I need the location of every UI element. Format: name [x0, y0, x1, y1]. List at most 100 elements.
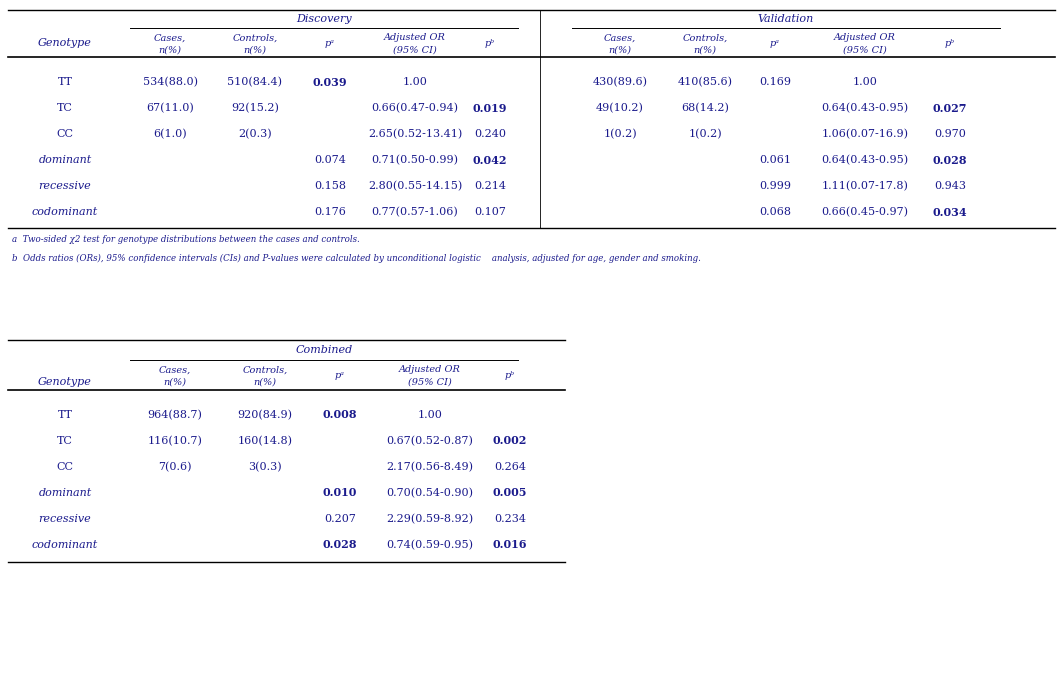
- Text: Genotype: Genotype: [38, 377, 91, 387]
- Text: b  Odds ratios (ORs), 95% confidence intervals (CIs) and P-values were calculate: b Odds ratios (ORs), 95% confidence inte…: [12, 253, 701, 263]
- Text: n(%): n(%): [693, 46, 716, 54]
- Text: 410(85.6): 410(85.6): [677, 77, 732, 87]
- Text: TC: TC: [57, 436, 73, 446]
- Text: 1.00: 1.00: [403, 77, 427, 87]
- Text: TC: TC: [57, 103, 73, 113]
- Text: 68(14.2): 68(14.2): [681, 103, 729, 113]
- Text: 0.019: 0.019: [473, 103, 507, 114]
- Text: 0.028: 0.028: [932, 155, 967, 165]
- Text: 0.008: 0.008: [323, 409, 357, 420]
- Text: Controls,: Controls,: [242, 366, 288, 375]
- Text: codominant: codominant: [32, 540, 98, 550]
- Text: Adjusted OR: Adjusted OR: [399, 366, 461, 375]
- Text: 0.028: 0.028: [323, 539, 357, 550]
- Text: 0.71(0.50-0.99): 0.71(0.50-0.99): [371, 155, 458, 165]
- Text: recessive: recessive: [38, 514, 91, 524]
- Text: Cases,: Cases,: [154, 33, 186, 42]
- Text: 0.64(0.43-0.95): 0.64(0.43-0.95): [822, 103, 909, 113]
- Text: n(%): n(%): [243, 46, 267, 54]
- Text: 0.039: 0.039: [313, 76, 348, 87]
- Text: Controls,: Controls,: [233, 33, 277, 42]
- Text: 0.264: 0.264: [494, 462, 526, 472]
- Text: TT: TT: [57, 410, 72, 420]
- Text: 0.061: 0.061: [759, 155, 791, 165]
- Text: 0.027: 0.027: [932, 103, 967, 114]
- Text: 160(14.8): 160(14.8): [237, 436, 292, 446]
- Text: TT: TT: [57, 77, 72, 87]
- Text: 0.970: 0.970: [934, 129, 966, 139]
- Text: 67(11.0): 67(11.0): [146, 103, 193, 113]
- Text: 0.240: 0.240: [474, 129, 506, 139]
- Text: 0.158: 0.158: [314, 181, 345, 191]
- Text: 920(84.9): 920(84.9): [237, 410, 292, 420]
- Text: pᵃ: pᵃ: [770, 39, 780, 48]
- Text: pᵇ: pᵇ: [505, 372, 516, 381]
- Text: 0.67(0.52-0.87): 0.67(0.52-0.87): [387, 436, 473, 446]
- Text: 1(0.2): 1(0.2): [688, 129, 722, 139]
- Text: Adjusted OR: Adjusted OR: [834, 33, 896, 42]
- Text: 1.06(0.07-16.9): 1.06(0.07-16.9): [822, 129, 909, 139]
- Text: 3(0.3): 3(0.3): [248, 462, 282, 472]
- Text: 2.80(0.55-14.15): 2.80(0.55-14.15): [368, 181, 462, 191]
- Text: 0.169: 0.169: [759, 77, 791, 87]
- Text: n(%): n(%): [253, 377, 276, 387]
- Text: dominant: dominant: [38, 155, 91, 165]
- Text: Adjusted OR: Adjusted OR: [384, 33, 446, 42]
- Text: 0.64(0.43-0.95): 0.64(0.43-0.95): [822, 155, 909, 165]
- Text: 430(89.6): 430(89.6): [592, 77, 647, 87]
- Text: pᵃ: pᵃ: [325, 39, 335, 48]
- Text: 6(1.0): 6(1.0): [153, 129, 187, 139]
- Text: pᵃ: pᵃ: [335, 372, 344, 381]
- Text: 964(88.7): 964(88.7): [148, 410, 202, 420]
- Text: 0.66(0.47-0.94): 0.66(0.47-0.94): [371, 103, 458, 113]
- Text: 1(0.2): 1(0.2): [603, 129, 637, 139]
- Text: Cases,: Cases,: [158, 366, 191, 375]
- Text: n(%): n(%): [158, 46, 182, 54]
- Text: 0.234: 0.234: [494, 514, 526, 524]
- Text: 0.943: 0.943: [934, 181, 966, 191]
- Text: 7(0.6): 7(0.6): [158, 462, 191, 472]
- Text: 1.11(0.07-17.8): 1.11(0.07-17.8): [822, 181, 909, 191]
- Text: 0.66(0.45-0.97): 0.66(0.45-0.97): [822, 207, 909, 217]
- Text: 49(10.2): 49(10.2): [596, 103, 644, 113]
- Text: CC: CC: [56, 129, 73, 139]
- Text: 534(88.0): 534(88.0): [142, 77, 198, 87]
- Text: Cases,: Cases,: [604, 33, 636, 42]
- Text: pᵇ: pᵇ: [485, 39, 495, 48]
- Text: 116(10.7): 116(10.7): [148, 436, 202, 446]
- Text: (95% CI): (95% CI): [408, 377, 452, 387]
- Text: 2.65(0.52-13.41): 2.65(0.52-13.41): [368, 129, 462, 139]
- Text: 1.00: 1.00: [853, 77, 877, 87]
- Text: 0.214: 0.214: [474, 181, 506, 191]
- Text: Combined: Combined: [296, 345, 353, 355]
- Text: 0.034: 0.034: [932, 206, 967, 217]
- Text: 0.002: 0.002: [493, 436, 527, 447]
- Text: CC: CC: [56, 462, 73, 472]
- Text: codominant: codominant: [32, 207, 98, 217]
- Text: 2(0.3): 2(0.3): [238, 129, 272, 139]
- Text: 92(15.2): 92(15.2): [231, 103, 279, 113]
- Text: 0.70(0.54-0.90): 0.70(0.54-0.90): [387, 488, 473, 498]
- Text: n(%): n(%): [608, 46, 631, 54]
- Text: 2.17(0.56-8.49): 2.17(0.56-8.49): [387, 462, 473, 472]
- Text: Controls,: Controls,: [682, 33, 728, 42]
- Text: 0.005: 0.005: [493, 488, 527, 498]
- Text: Validation: Validation: [758, 14, 814, 24]
- Text: 0.77(0.57-1.06): 0.77(0.57-1.06): [372, 207, 458, 217]
- Text: 0.074: 0.074: [314, 155, 345, 165]
- Text: 0.999: 0.999: [759, 181, 791, 191]
- Text: 0.207: 0.207: [324, 514, 356, 524]
- Text: 0.74(0.59-0.95): 0.74(0.59-0.95): [387, 540, 473, 550]
- Text: dominant: dominant: [38, 488, 91, 498]
- Text: n(%): n(%): [164, 377, 186, 387]
- Text: (95% CI): (95% CI): [843, 46, 887, 54]
- Text: Discovery: Discovery: [297, 14, 352, 24]
- Text: 0.042: 0.042: [473, 155, 507, 165]
- Text: 0.016: 0.016: [493, 539, 527, 550]
- Text: 1.00: 1.00: [418, 410, 442, 420]
- Text: 0.010: 0.010: [323, 488, 357, 498]
- Text: 0.107: 0.107: [474, 207, 506, 217]
- Text: 0.176: 0.176: [314, 207, 345, 217]
- Text: recessive: recessive: [38, 181, 91, 191]
- Text: pᵇ: pᵇ: [945, 39, 955, 48]
